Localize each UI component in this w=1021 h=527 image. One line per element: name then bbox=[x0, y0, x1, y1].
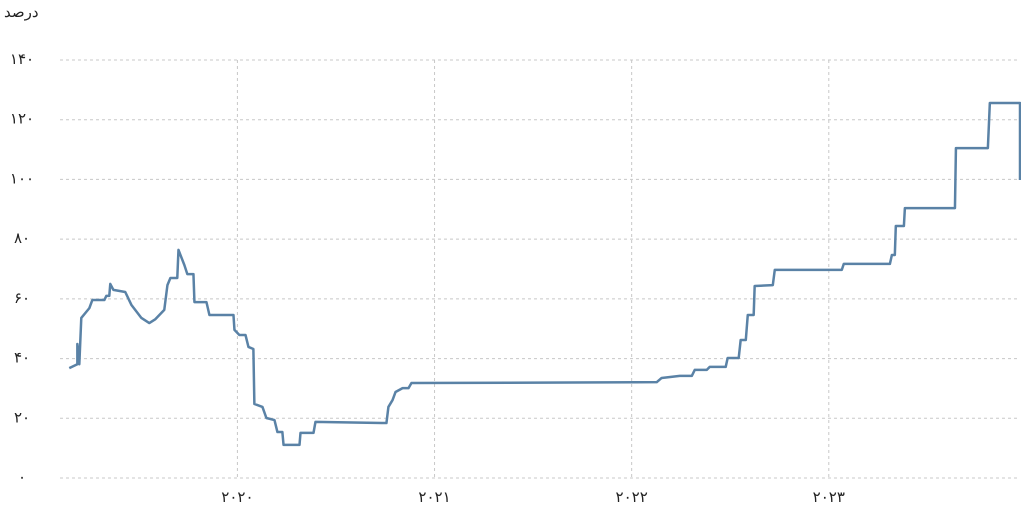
y-tick-label: ۰ bbox=[18, 468, 26, 486]
y-tick-label: ۱۲۰ bbox=[10, 110, 34, 128]
x-tick-label: ۲۰۲۰ bbox=[221, 488, 253, 506]
x-tick-label: ۲۰۲۱ bbox=[418, 488, 450, 506]
x-tick-label: ۲۰۲۲ bbox=[616, 488, 648, 506]
y-tick-label: ۱۰۰ bbox=[10, 169, 34, 187]
y-axis-label: درصد bbox=[4, 3, 39, 21]
data-line bbox=[68, 101, 1021, 447]
y-tick-label: ۱۴۰ bbox=[10, 50, 34, 68]
y-tick-label: ۶۰ bbox=[14, 289, 30, 307]
y-tick-label: ۲۰ bbox=[14, 408, 30, 426]
y-tick-label: ۴۰ bbox=[14, 349, 30, 367]
y-tick-label: ۸۰ bbox=[14, 229, 30, 247]
x-tick-label: ۲۰۲۳ bbox=[813, 488, 845, 506]
